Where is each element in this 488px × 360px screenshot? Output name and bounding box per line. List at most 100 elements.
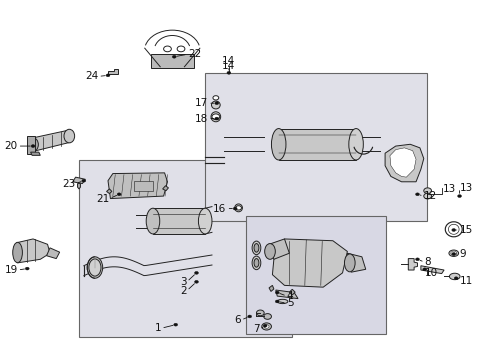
Ellipse shape [198, 208, 211, 234]
Circle shape [194, 271, 198, 274]
Circle shape [261, 323, 271, 330]
Ellipse shape [234, 204, 242, 212]
Polygon shape [108, 69, 118, 73]
Circle shape [451, 252, 455, 255]
Circle shape [214, 102, 218, 105]
Circle shape [214, 117, 218, 120]
FancyBboxPatch shape [204, 73, 427, 221]
Circle shape [415, 258, 419, 261]
Polygon shape [106, 189, 112, 194]
Text: 8: 8 [424, 257, 430, 267]
Circle shape [177, 46, 184, 52]
Circle shape [263, 324, 266, 327]
Text: 20: 20 [4, 141, 18, 151]
Text: 1: 1 [154, 323, 161, 333]
FancyBboxPatch shape [133, 181, 153, 192]
Polygon shape [346, 253, 365, 272]
FancyBboxPatch shape [150, 54, 194, 68]
Circle shape [263, 314, 271, 319]
Ellipse shape [64, 129, 75, 143]
Text: 11: 11 [459, 276, 472, 286]
Ellipse shape [211, 101, 220, 109]
Ellipse shape [87, 257, 102, 278]
Polygon shape [27, 136, 36, 154]
Ellipse shape [277, 299, 287, 303]
Ellipse shape [448, 273, 459, 280]
Polygon shape [163, 186, 168, 191]
Text: 4: 4 [286, 291, 293, 301]
Ellipse shape [344, 254, 354, 272]
FancyBboxPatch shape [79, 160, 291, 337]
Circle shape [422, 268, 426, 271]
Ellipse shape [254, 258, 258, 267]
Circle shape [31, 145, 35, 148]
Polygon shape [407, 258, 417, 270]
Polygon shape [78, 184, 80, 189]
Text: 16: 16 [213, 203, 226, 213]
FancyBboxPatch shape [278, 129, 355, 160]
Circle shape [25, 267, 29, 270]
Ellipse shape [13, 242, 22, 263]
Text: 24: 24 [85, 71, 98, 81]
Circle shape [275, 291, 279, 294]
Text: 7: 7 [252, 324, 259, 334]
Text: 13: 13 [442, 184, 455, 194]
Text: 6: 6 [234, 315, 241, 325]
Polygon shape [389, 148, 415, 177]
Text: 19: 19 [4, 265, 18, 275]
Circle shape [163, 46, 171, 52]
Circle shape [457, 195, 461, 198]
Circle shape [211, 114, 219, 120]
Circle shape [415, 193, 419, 196]
Ellipse shape [210, 112, 220, 122]
Polygon shape [33, 130, 69, 152]
Polygon shape [289, 289, 295, 295]
Text: 12: 12 [423, 191, 436, 201]
Polygon shape [108, 173, 167, 199]
FancyBboxPatch shape [245, 216, 385, 334]
Ellipse shape [448, 250, 458, 256]
Circle shape [423, 188, 430, 194]
Circle shape [453, 277, 457, 280]
Ellipse shape [146, 208, 160, 234]
Polygon shape [73, 177, 85, 184]
Text: 22: 22 [187, 49, 201, 59]
Polygon shape [46, 248, 60, 258]
Circle shape [173, 323, 177, 326]
Text: 17: 17 [194, 98, 208, 108]
Ellipse shape [271, 129, 285, 160]
Text: 5: 5 [286, 298, 293, 308]
Text: 21: 21 [96, 194, 109, 203]
Circle shape [256, 310, 264, 316]
Ellipse shape [254, 244, 258, 252]
Ellipse shape [28, 138, 38, 152]
Text: 2: 2 [180, 286, 186, 296]
Circle shape [264, 325, 268, 328]
Ellipse shape [264, 244, 275, 259]
Text: 13: 13 [459, 183, 472, 193]
Text: 23: 23 [62, 179, 76, 189]
Polygon shape [31, 152, 40, 156]
Ellipse shape [252, 241, 260, 255]
Circle shape [81, 179, 85, 182]
Circle shape [106, 74, 110, 77]
Ellipse shape [348, 129, 363, 160]
Text: 14: 14 [222, 57, 235, 66]
Text: 18: 18 [194, 113, 208, 123]
Polygon shape [268, 285, 273, 292]
Circle shape [226, 71, 230, 74]
Text: 14: 14 [222, 61, 235, 71]
Circle shape [233, 207, 237, 210]
Polygon shape [420, 266, 443, 274]
Text: 3: 3 [180, 277, 186, 287]
Circle shape [450, 251, 456, 255]
Circle shape [247, 315, 251, 318]
Text: 15: 15 [459, 225, 472, 235]
Circle shape [451, 229, 455, 231]
Ellipse shape [252, 256, 260, 270]
Polygon shape [272, 239, 346, 287]
FancyBboxPatch shape [153, 208, 205, 234]
Polygon shape [268, 239, 289, 259]
Circle shape [172, 55, 176, 58]
Circle shape [235, 206, 241, 210]
